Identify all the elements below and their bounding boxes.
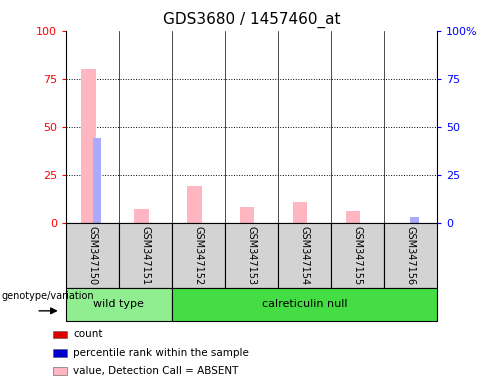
Bar — [119, 223, 172, 288]
Text: GSM347150: GSM347150 — [87, 226, 98, 285]
Bar — [81, 69, 96, 223]
Text: wild type: wild type — [93, 299, 144, 310]
Bar — [53, 349, 67, 357]
Bar — [172, 288, 437, 321]
Bar — [53, 331, 67, 338]
Text: GSM347151: GSM347151 — [141, 226, 150, 285]
Text: value, Detection Call = ABSENT: value, Detection Call = ABSENT — [73, 366, 239, 376]
Title: GDS3680 / 1457460_at: GDS3680 / 1457460_at — [163, 12, 340, 28]
Bar — [66, 288, 172, 321]
Text: GSM347154: GSM347154 — [299, 226, 309, 285]
Bar — [410, 217, 419, 223]
Bar — [293, 202, 307, 223]
Bar — [187, 186, 202, 223]
Text: genotype/variation: genotype/variation — [1, 291, 94, 301]
Text: count: count — [73, 329, 102, 339]
Bar — [384, 223, 437, 288]
Bar — [93, 138, 101, 223]
Text: GSM347153: GSM347153 — [246, 226, 256, 285]
Text: calreticulin null: calreticulin null — [262, 299, 347, 310]
Text: GSM347156: GSM347156 — [405, 226, 415, 285]
Bar — [172, 223, 225, 288]
Bar — [346, 211, 361, 223]
Bar — [134, 209, 148, 223]
Bar — [53, 367, 67, 375]
Bar — [66, 223, 119, 288]
Bar — [240, 207, 255, 223]
Text: GSM347155: GSM347155 — [352, 226, 362, 285]
Bar — [225, 223, 278, 288]
Bar — [331, 223, 384, 288]
Text: GSM347152: GSM347152 — [193, 226, 203, 285]
Bar — [278, 223, 331, 288]
Text: percentile rank within the sample: percentile rank within the sample — [73, 348, 249, 358]
